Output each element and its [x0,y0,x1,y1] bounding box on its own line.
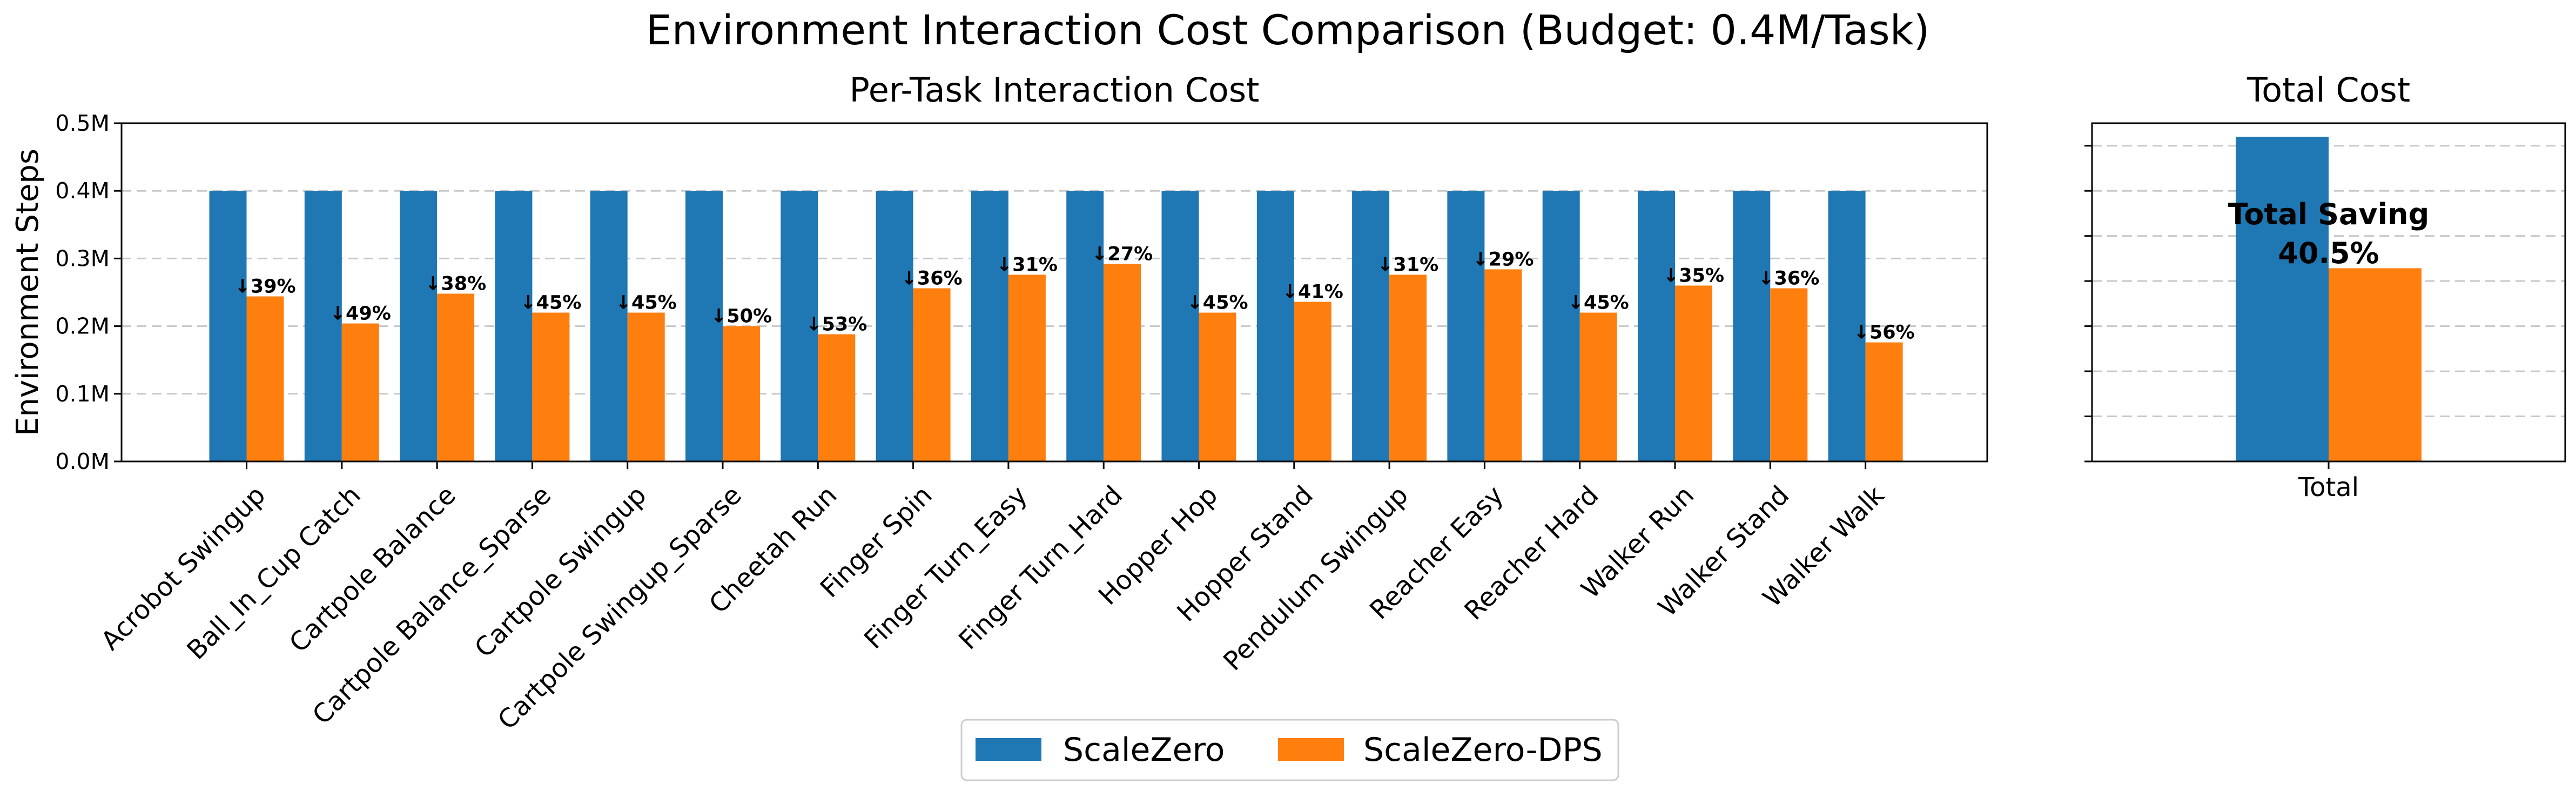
bar-scalezero-cartpole-balance-sparse [495,191,533,461]
bar-scalezero-hopper-hop [1161,191,1199,461]
bar-scalezero-dps-walker-walk [1865,342,1903,461]
bar-scalezero-dps-acrobot-swingup [246,296,284,461]
y-tick-label: 0.1M [55,381,110,407]
bar-scalezero-reacher-hard [1542,191,1580,461]
x-tick-label-cartpole-balance: Cartpole Balance [284,480,462,658]
per-task-bar-labels: ↓39% ↓49% ↓38% ↓45% ↓45% ↓50% ↓53% ↓36% ↓31% ↓27%… [234,243,1914,343]
bar-scalezero-dps-finger-spin [913,288,951,461]
bar-scalezero-dps-walker-stand [1770,288,1808,461]
bar-label-ball-in-cup-catch: ↓49% [330,303,391,325]
bar-scalezero-dps-cartpole-balance [437,293,475,461]
bar-scalezero-walker-walk [1828,191,1866,461]
total-cost-panel: Total Cost Total Total Saving 40.5% [2084,70,2566,503]
bar-scalezero-cartpole-swingup [590,191,628,461]
bar-label-reacher-hard: ↓45% [1568,292,1629,314]
bar-label-acrobot-swingup: ↓39% [234,276,295,298]
bar-scalezero-dps-cartpole-balance-sparse [532,312,570,461]
y-tick-label: 0.4M [55,178,110,204]
bar-scalezero-cartpole-swingup-sparse [685,191,723,461]
per-task-y-axis: 0.0M 0.1M 0.2M 0.3M 0.4M 0.5M [55,110,122,474]
x-tick-label-pendulum-swingup: Pendulum Swingup [1218,480,1414,677]
bar-label-finger-turn-easy: ↓31% [997,254,1058,276]
legend-label-scalezero: ScaleZero [1063,731,1225,769]
total-cost-panel-title: Total Cost [2247,70,2410,110]
total-saving-label: Total Saving [2228,197,2429,231]
x-tick-label-cartpole-swingup: Cartpole Swingup [469,480,653,664]
bar-scalezero-dps-reacher-hard [1579,312,1617,461]
bar-scalezero-cartpole-balance [400,191,438,461]
per-task-panel-title: Per-Task Interaction Cost [850,70,1260,110]
per-task-panel: Per-Task Interaction Cost ↓39% ↓49% ↓38% ↓4… [10,70,1988,735]
bar-scalezero-ball-in-cup-catch [304,191,342,461]
bar-scalezero-pendulum-swingup [1352,191,1390,461]
bar-label-finger-spin: ↓36% [902,267,963,289]
legend: ScaleZero ScaleZero-DPS [960,719,1619,781]
total-cost-x-axis: Total [2298,461,2359,503]
bar-label-pendulum-swingup: ↓31% [1377,254,1438,276]
x-tick-label-acrobot-swingup: Acrobot Swingup [95,480,271,656]
x-tick-label-ball-in-cup-catch: Ball_In_Cup Catch [181,480,367,666]
bar-label-cartpole-swingup-sparse: ↓50% [711,306,772,327]
bar-scalezero-dps-ball-in-cup-catch [341,323,379,461]
bar-scalezero-hopper-stand [1256,191,1294,461]
total-cost-y-ticks [2084,145,2092,463]
bar-label-cheetah-run: ↓53% [806,314,867,336]
bar-label-walker-stand: ↓36% [1758,267,1819,289]
bar-label-reacher-easy: ↓29% [1472,249,1534,270]
bar-label-cartpole-balance-sparse: ↓45% [520,292,581,314]
chart-title: Environment Interaction Cost Comparison … [646,6,1930,54]
y-tick-label: 0.3M [55,245,110,271]
x-tick-label-total: Total [2298,472,2359,503]
bar-scalezero-walker-run [1638,191,1675,461]
bar-scalezero-dps-cartpole-swingup [627,312,665,461]
per-task-plot-frame [120,122,1988,463]
x-tick-label-finger-turn-hard: Finger Turn_Hard [953,480,1128,655]
x-tick-label-finger-turn-easy: Finger Turn_Easy [858,480,1033,655]
per-task-bars [209,191,1903,461]
bar-label-walker-run: ↓35% [1663,265,1724,286]
bar-scalezero-dps-pendulum-swingup [1389,274,1427,461]
total-cost-bars [2236,137,2422,462]
y-tick-label: 0.0M [55,448,110,474]
bar-total-scalezero [2236,137,2329,462]
bar-label-walker-walk: ↓56% [1854,322,1915,344]
bar-scalezero-finger-spin [876,191,913,461]
bar-scalezero-dps-finger-turn-hard [1104,264,1141,461]
bar-scalezero-walker-stand [1733,191,1771,461]
bar-scalezero-dps-hopper-stand [1294,302,1331,461]
bar-label-hopper-stand: ↓41% [1282,282,1343,303]
legend-swatch-scalezero [976,738,1041,761]
legend-swatch-scalezero-dps [1278,738,1344,761]
bar-label-cartpole-balance: ↓38% [425,273,486,295]
bar-label-hopper-hop: ↓45% [1187,292,1248,314]
bar-label-finger-turn-hard: ↓27% [1092,243,1153,265]
bar-scalezero-dps-finger-turn-easy [1008,274,1046,461]
bar-scalezero-dps-hopper-hop [1199,312,1236,461]
bar-total-scalezero-dps [2329,268,2422,461]
bar-scalezero-reacher-easy [1447,191,1485,461]
bar-scalezero-dps-walker-run [1675,285,1712,461]
legend-label-scalezero-dps: ScaleZero-DPS [1363,731,1603,769]
bar-scalezero-cheetah-run [781,191,818,461]
bar-scalezero-finger-turn-hard [1066,191,1104,461]
bar-label-cartpole-swingup: ↓45% [616,292,677,314]
bar-scalezero-acrobot-swingup [209,191,247,461]
total-saving-value: 40.5% [2278,236,2379,270]
bar-scalezero-finger-turn-easy [971,191,1008,461]
y-tick-label: 0.5M [55,110,110,136]
y-tick-label: 0.2M [55,313,110,339]
bar-scalezero-dps-cheetah-run [818,334,856,461]
bar-scalezero-dps-cartpole-swingup-sparse [723,326,760,461]
bar-scalezero-dps-reacher-easy [1484,269,1522,461]
y-axis-label: Environment Steps [10,149,45,436]
